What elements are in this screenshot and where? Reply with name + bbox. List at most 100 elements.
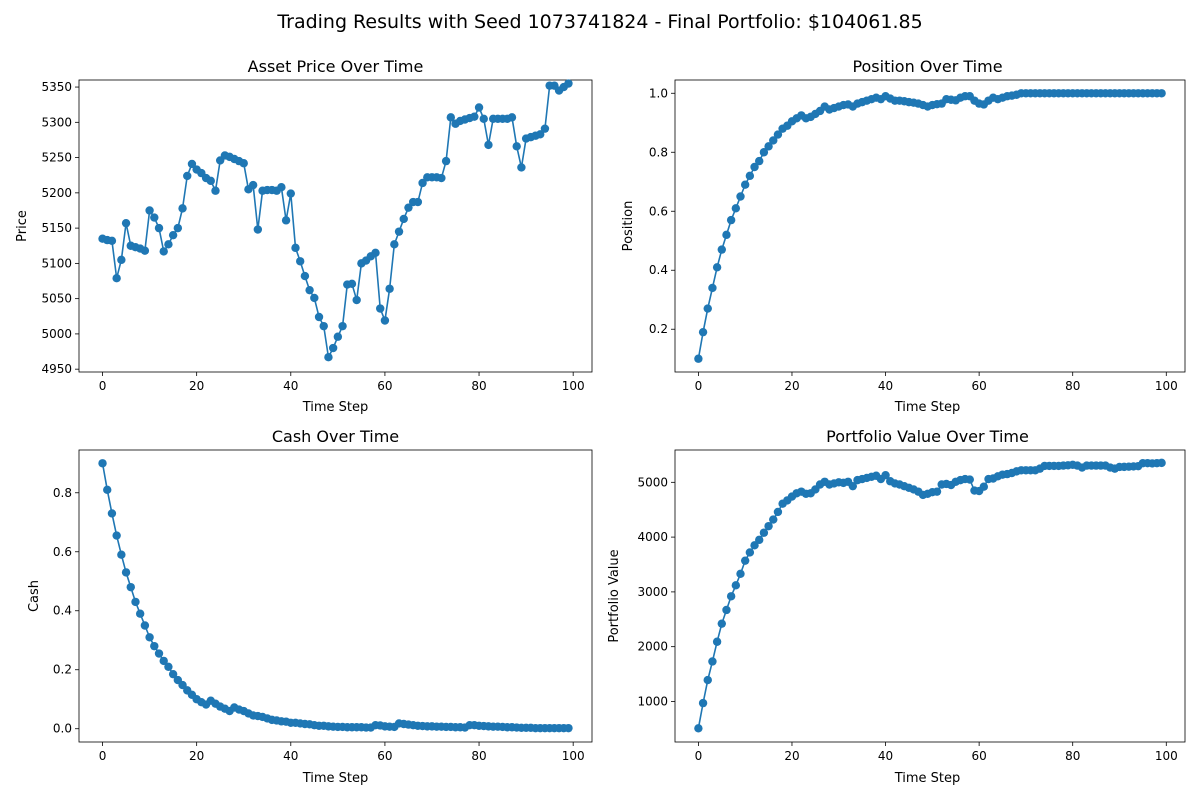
data-point bbox=[103, 485, 112, 495]
data-point bbox=[722, 605, 731, 615]
data-point bbox=[399, 214, 408, 224]
data-point bbox=[314, 312, 324, 322]
x-tick-label: 80 bbox=[1065, 749, 1080, 763]
x-tick-label: 40 bbox=[283, 379, 298, 393]
axes-frame bbox=[674, 449, 1186, 743]
data-point bbox=[979, 482, 989, 491]
y-tick-label: 0.6 bbox=[649, 204, 668, 218]
data-point bbox=[708, 283, 717, 293]
data-point bbox=[474, 103, 484, 112]
data-point bbox=[540, 124, 550, 133]
data-point bbox=[159, 247, 168, 256]
data-point bbox=[750, 541, 759, 550]
data-point bbox=[248, 180, 258, 190]
data-point bbox=[140, 621, 150, 630]
data-point bbox=[135, 609, 145, 618]
data-point bbox=[319, 321, 328, 331]
data-point bbox=[848, 481, 857, 491]
x-tick-label: 0 bbox=[99, 749, 107, 763]
tick-group: 0 20 40 60 80 100 4950 5000 5050 5100 5150 5200 5250… bbox=[41, 80, 584, 393]
data-point bbox=[441, 156, 451, 166]
data-point bbox=[352, 295, 361, 305]
data-point bbox=[112, 531, 121, 540]
y-tick-label: 4000 bbox=[637, 530, 668, 544]
data-point bbox=[107, 236, 117, 246]
panel-title: Position Over Time bbox=[852, 57, 1002, 76]
axes-frame bbox=[78, 79, 593, 373]
y-tick-label: 5000 bbox=[637, 475, 668, 489]
series-line bbox=[102, 82, 569, 360]
series-position bbox=[694, 89, 1166, 363]
data-point bbox=[121, 568, 131, 577]
y-tick-label: 1.0 bbox=[649, 86, 668, 100]
data-point bbox=[178, 204, 187, 213]
data-point bbox=[324, 352, 333, 362]
series-line bbox=[697, 92, 1162, 359]
data-point bbox=[484, 140, 493, 150]
data-point bbox=[698, 698, 708, 708]
x-tick-label: 20 bbox=[189, 749, 204, 763]
data-point bbox=[755, 156, 764, 166]
data-point bbox=[446, 113, 456, 122]
y-axis-title: Portfolio Value bbox=[607, 549, 622, 642]
data-point bbox=[168, 230, 178, 240]
x-tick-label: 80 bbox=[471, 749, 486, 763]
data-point bbox=[328, 343, 338, 353]
data-point bbox=[1157, 89, 1166, 98]
data-point bbox=[121, 218, 131, 228]
x-axis-title: Time Step bbox=[302, 771, 369, 786]
y-tick-label: 5000 bbox=[41, 327, 72, 341]
y-tick-label: 0.4 bbox=[649, 263, 668, 277]
data-point bbox=[164, 240, 173, 249]
data-point bbox=[731, 581, 741, 590]
data-point bbox=[736, 569, 745, 579]
data-point bbox=[145, 206, 154, 215]
x-tick-label: 0 bbox=[695, 749, 703, 763]
axes-frame bbox=[674, 79, 1186, 373]
data-point bbox=[759, 148, 769, 157]
data-point bbox=[281, 216, 291, 225]
x-tick-label: 20 bbox=[189, 379, 204, 393]
x-tick-label: 60 bbox=[377, 379, 392, 393]
data-point bbox=[479, 114, 488, 123]
data-point bbox=[703, 675, 712, 685]
data-point bbox=[183, 171, 192, 181]
chart-panel-position: Position Over Time Time Step Position 0 2… bbox=[621, 57, 1186, 415]
chart-panel-portfolio-value: Portfolio Value Over Time Time Step Port… bbox=[607, 427, 1186, 786]
x-axis-title: Time Step bbox=[302, 400, 369, 415]
data-point bbox=[731, 204, 741, 213]
data-point bbox=[305, 285, 314, 295]
y-tick-label: 0.4 bbox=[53, 604, 72, 618]
data-point bbox=[694, 724, 703, 733]
y-axis-title: Price bbox=[15, 210, 30, 242]
y-tick-label: 5150 bbox=[41, 221, 72, 235]
data-point bbox=[507, 113, 517, 122]
tick-group: 0 20 40 60 80 100 1000 2000 3000 4000 5000 bbox=[637, 475, 1177, 763]
tick-group: 0 20 40 60 80 100 0.2 0.4 0.6 0.8 1.0 bbox=[649, 86, 1178, 393]
data-point bbox=[755, 535, 764, 545]
data-point bbox=[769, 515, 778, 524]
y-tick-label: 5350 bbox=[41, 80, 72, 94]
data-point bbox=[745, 171, 755, 181]
data-point bbox=[717, 619, 726, 628]
series-price bbox=[98, 79, 573, 362]
data-point bbox=[112, 273, 121, 283]
panel-title: Cash Over Time bbox=[272, 427, 399, 446]
data-point bbox=[277, 183, 286, 192]
x-tick-label: 0 bbox=[695, 379, 703, 393]
chart-panel-cash: Cash Over Time Time Step Cash 0 20 40 60 80 1… bbox=[27, 427, 593, 786]
data-point bbox=[164, 662, 173, 671]
x-tick-label: 60 bbox=[971, 379, 986, 393]
y-tick-label: 5200 bbox=[41, 186, 72, 200]
data-point bbox=[717, 245, 726, 254]
y-tick-label: 1000 bbox=[637, 694, 668, 708]
data-point bbox=[286, 189, 295, 198]
data-point bbox=[150, 641, 159, 651]
data-point bbox=[536, 130, 545, 139]
x-tick-label: 80 bbox=[1065, 379, 1080, 393]
figure-suptitle: Trading Results with Seed 1073741824 - F… bbox=[277, 11, 923, 33]
data-point bbox=[722, 230, 731, 240]
y-tick-label: 3000 bbox=[637, 585, 668, 599]
y-tick-label: 5100 bbox=[41, 256, 72, 270]
x-tick-label: 40 bbox=[283, 749, 298, 763]
